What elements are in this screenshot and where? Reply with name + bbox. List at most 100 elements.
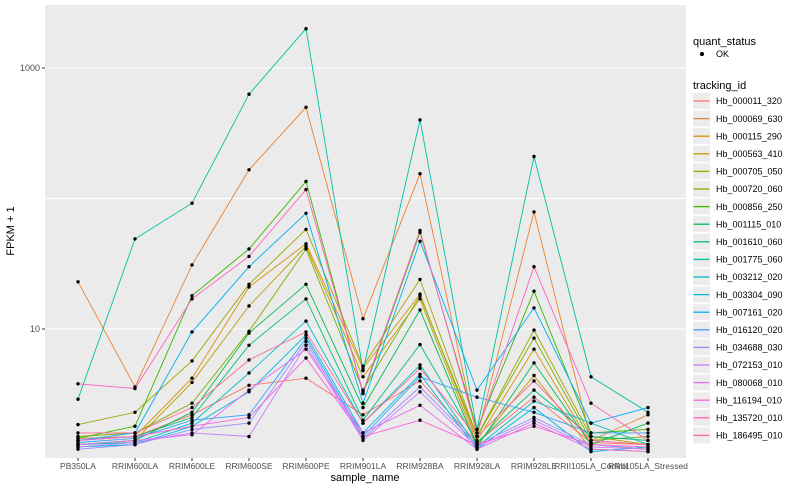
data-point-Hb_000011_320-RRIM600LE bbox=[190, 413, 194, 417]
x-tick-label-RRIM928LA: RRIM928LA bbox=[454, 461, 501, 471]
data-point-Hb_000856_250-RRIM600SE bbox=[247, 247, 251, 251]
legend-item-label: Hb_007161_020 bbox=[716, 307, 783, 317]
data-point-Hb_001610_060-RRIM901LA bbox=[361, 418, 365, 422]
data-point-Hb_000705_050-RRIM928LE bbox=[532, 328, 536, 332]
data-point-Hb_001610_060-RRIM928LE bbox=[532, 388, 536, 392]
data-point-Hb_001775_060-RRII105LA_Stressed bbox=[646, 410, 650, 414]
data-point-Hb_016120_020-RRII105LA_Stressed bbox=[646, 431, 650, 435]
data-point-Hb_016120_020-RRII105LA_Control bbox=[589, 431, 593, 435]
data-point-Hb_034688_030-RRIM600PE bbox=[304, 339, 308, 344]
data-point-Hb_000856_250-RRIM928LE bbox=[532, 289, 536, 293]
data-point-Hb_135720_010-RRIM928LE bbox=[532, 265, 536, 269]
data-point-Hb_135720_010-RRIM600SE bbox=[247, 254, 251, 259]
data-point-Hb_080068_010-RRIM600SE bbox=[247, 388, 251, 392]
data-point-Hb_186495_010-RRIM928LE bbox=[532, 379, 536, 383]
data-point-Hb_000720_060-RRIM600PE bbox=[304, 247, 308, 251]
data-point-Hb_000563_410-RRIM928BA bbox=[418, 297, 422, 301]
data-point-Hb_116194_010-RRIM901LA bbox=[361, 434, 365, 439]
data-point-Hb_034688_030-RRIM928LE bbox=[532, 415, 536, 420]
data-point-Hb_007161_020-RRIM928BA bbox=[418, 239, 422, 243]
legend-item-Hb_034688_030: Hb_034688_030 bbox=[693, 339, 783, 356]
data-point-Hb_000563_410-RRIM901LA bbox=[361, 375, 365, 379]
data-point-Hb_072153_010-RRIM600SE bbox=[247, 434, 251, 439]
data-point-Hb_001115_010-RRIM901LA bbox=[361, 405, 365, 410]
y-tick-label-10: 10 bbox=[30, 324, 40, 334]
data-point-Hb_080068_010-RRIM600LE bbox=[190, 433, 194, 437]
data-point-Hb_000069_630-PB350LA bbox=[76, 280, 80, 284]
legend-item-Hb_001775_060: Hb_001775_060 bbox=[693, 251, 783, 268]
data-point-Hb_000115_290-RRIM600LE bbox=[190, 376, 194, 380]
data-point-Hb_135720_010-RRIM901LA bbox=[361, 390, 365, 394]
legend-item-Hb_003212_020: Hb_003212_020 bbox=[693, 269, 783, 285]
data-point-Hb_000115_290-RRIM600PE bbox=[304, 242, 308, 246]
legend-item-Hb_072153_010: Hb_072153_010 bbox=[693, 357, 783, 373]
data-point-Hb_000720_060-RRIM600LE bbox=[190, 401, 194, 405]
legend-item-label: Hb_000011_320 bbox=[716, 96, 782, 106]
data-point-Hb_000563_410-RRIM600LE bbox=[190, 380, 194, 385]
data-point-Hb_001775_060-RRIM600PE bbox=[304, 27, 308, 31]
data-point-Hb_116194_010-RRIM600LA bbox=[133, 434, 137, 439]
data-point-Hb_080068_010-RRIM600PE bbox=[304, 347, 308, 351]
x-tick-label-RRIM928LE: RRIM928LE bbox=[511, 461, 558, 471]
data-point-Hb_000563_410-RRIM600SE bbox=[247, 304, 251, 308]
data-point-Hb_000115_290-RRIM928LE bbox=[532, 347, 536, 351]
data-point-Hb_001610_060-RRIM928BA bbox=[418, 342, 422, 347]
legend-item-Hb_003304_090: Hb_003304_090 bbox=[693, 286, 783, 303]
data-point-Hb_072153_010-RRIM901LA bbox=[361, 438, 365, 443]
legend-item-Hb_000720_060: Hb_000720_060 bbox=[693, 181, 783, 197]
data-point-Hb_007161_020-RRII105LA_Control bbox=[589, 421, 593, 425]
axis-ticks bbox=[42, 67, 649, 461]
data-point-Hb_116194_010-RRIM600SE bbox=[247, 415, 251, 420]
data-point-Hb_080068_010-RRIM928LA bbox=[475, 447, 479, 451]
legend-item-Hb_016120_020: Hb_016120_020 bbox=[693, 321, 783, 338]
data-point-Hb_000856_250-RRIM600LE bbox=[190, 294, 194, 298]
x-axis-title: sample_name bbox=[330, 472, 399, 484]
data-point-Hb_000069_630-RRIM600LE bbox=[190, 263, 194, 267]
legend-item-Hb_000069_630: Hb_000069_630 bbox=[693, 110, 783, 127]
data-point-Hb_135720_010-RRIM928LA bbox=[475, 431, 479, 435]
data-point-Hb_000011_320-RRIM901LA bbox=[361, 413, 365, 417]
data-point-Hb_016120_020-RRIM928LE bbox=[532, 410, 536, 414]
y-tick-label-1000: 1000 bbox=[20, 63, 40, 73]
data-point-Hb_001115_010-RRIM600LE bbox=[190, 410, 194, 414]
legend-ok-label: OK bbox=[716, 49, 729, 59]
data-point-Hb_000705_050-RRIM600PE bbox=[304, 227, 308, 232]
legend-item-label: Hb_000069_630 bbox=[716, 114, 783, 124]
data-point-Hb_000115_290-RRIM600SE bbox=[247, 285, 251, 289]
data-point-Hb_116194_010-RRIM600LE bbox=[190, 424, 194, 428]
data-point-Hb_186495_010-RRIM901LA bbox=[361, 421, 365, 425]
legend-item-label: Hb_016120_020 bbox=[716, 325, 783, 335]
data-point-Hb_000705_050-RRIM901LA bbox=[361, 364, 365, 368]
data-point-Hb_080068_010-PB350LA bbox=[76, 442, 80, 447]
legend-item-label: Hb_000115_290 bbox=[716, 131, 782, 141]
data-point-Hb_001115_010-RRIM600PE bbox=[304, 282, 308, 286]
data-point-Hb_135720_010-PB350LA bbox=[76, 382, 80, 386]
series-points bbox=[76, 27, 650, 454]
data-point-Hb_034688_030-RRIM600SE bbox=[247, 421, 251, 425]
data-point-Hb_016120_020-RRIM600PE bbox=[304, 336, 308, 340]
data-point-Hb_135720_010-RRIM600LE bbox=[190, 297, 194, 301]
data-point-Hb_000069_630-RRIM600PE bbox=[304, 105, 308, 110]
data-point-Hb_000720_060-RRIM928LE bbox=[532, 336, 536, 340]
x-tick-label-RRII105LA_Control: RRII105LA_Control bbox=[554, 461, 628, 471]
data-point-Hb_001775_060-RRIM600LE bbox=[190, 201, 194, 205]
data-point-Hb_072153_010-RRIM600PE bbox=[304, 343, 308, 347]
data-point-Hb_034688_030-RRIM600LE bbox=[190, 427, 194, 432]
data-point-Hb_000069_630-RRII105LA_Stressed bbox=[646, 413, 650, 417]
data-point-Hb_001610_060-RRIM600SE bbox=[247, 343, 251, 347]
legend-item-label: Hb_135720_010 bbox=[716, 413, 783, 423]
legend-item-label: Hb_034688_030 bbox=[716, 343, 783, 353]
legend-item-Hb_000115_290: Hb_000115_290 bbox=[693, 128, 782, 145]
legend-item-label: Hb_003212_020 bbox=[716, 272, 783, 282]
data-point-Hb_000011_320-RRIM600PE bbox=[304, 376, 308, 380]
data-point-Hb_003212_020-RRIM600SE bbox=[247, 371, 251, 375]
legend-quant-status-title: quant_status bbox=[693, 36, 756, 48]
data-point-Hb_001775_060-RRIM928LA bbox=[475, 427, 479, 432]
data-point-Hb_001610_060-RRIM600PE bbox=[304, 297, 308, 301]
data-point-Hb_186495_010-RRII105LA_Stressed bbox=[646, 442, 650, 447]
legend-item-label: Hb_186495_010 bbox=[716, 431, 783, 441]
data-point-Hb_116194_010-RRIM928BA bbox=[418, 418, 422, 422]
data-point-Hb_003212_020-RRIM600PE bbox=[304, 319, 308, 323]
data-point-Hb_000563_410-RRIM600PE bbox=[304, 244, 308, 248]
